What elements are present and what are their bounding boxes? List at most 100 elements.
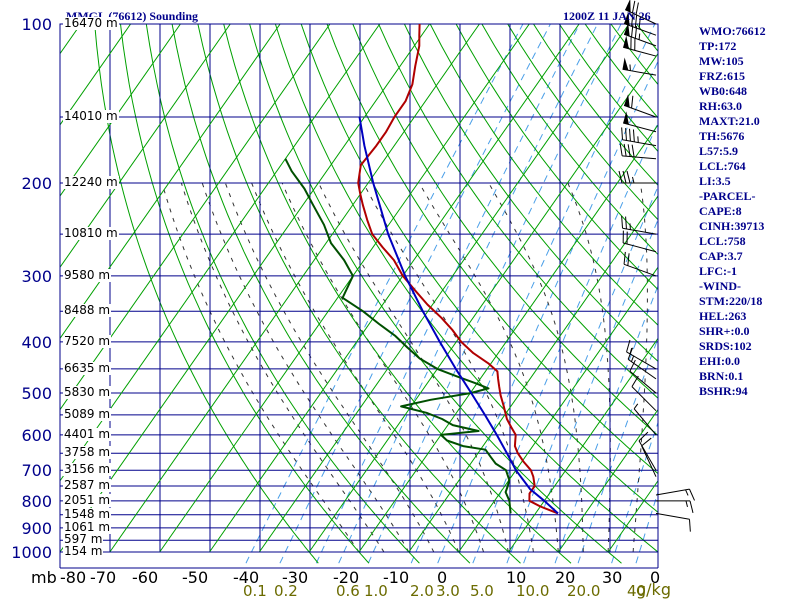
dry-adiabat	[171, 24, 471, 564]
temperature-tick-label: -10	[383, 568, 410, 587]
wind-barb	[629, 359, 657, 394]
index-value: L57:5.9	[699, 144, 738, 158]
wind-barb	[627, 347, 657, 380]
wind-barb	[621, 127, 657, 147]
dry-adiabat	[94, 24, 319, 564]
index-value: RH:63.0	[699, 99, 742, 113]
height-label: 12240 m	[63, 174, 119, 189]
dry-adiabat	[455, 24, 658, 291]
isotherm	[408, 195, 658, 553]
index-value: SRDS:102	[699, 339, 752, 353]
mixing-ratio-label: 40	[627, 582, 647, 600]
mixing-ratio-label: 3.0	[436, 582, 460, 600]
index-value: SHR+:0.0	[699, 324, 750, 338]
moist-adiabat	[251, 182, 460, 553]
index-value: CINH:39713	[699, 219, 765, 233]
pressure-tick-label: 400	[21, 332, 52, 352]
dry-adiabat	[403, 24, 658, 363]
mixing-ratio-label: 0.2	[274, 582, 298, 600]
temperature-tick-label: 20	[555, 568, 576, 587]
wind-barb	[621, 215, 657, 235]
wind-barb	[619, 143, 657, 160]
isotherm	[60, 24, 281, 340]
mixing-ratio-line	[611, 421, 658, 564]
index-value: FRZ:615	[699, 69, 745, 83]
isotherm	[60, 24, 181, 197]
dry-adiabat	[766, 24, 800, 563]
wind-barb	[656, 500, 694, 513]
mixing-ratio-line	[279, 24, 551, 564]
index-value: LI:3.5	[699, 174, 731, 188]
plot-frame	[59, 23, 659, 569]
isotherm	[508, 337, 658, 553]
wind-barb	[623, 251, 657, 277]
temperature-tick-label: -80	[60, 568, 87, 587]
index-value: CAPE:8	[699, 204, 742, 218]
temperature-tick-label: 30	[602, 568, 623, 587]
height-label: 2587 m	[63, 478, 112, 493]
index-value: -WIND-	[699, 279, 741, 293]
wind-barbs	[618, 0, 695, 532]
isotherm	[60, 24, 331, 411]
mixing-ratio-line	[577, 337, 658, 564]
temperature-tick-label: 10	[506, 568, 527, 587]
moist-adiabat	[657, 547, 658, 552]
height-label: 14010 m	[63, 108, 119, 123]
height-label: 1548 m	[63, 506, 112, 521]
sounding-indices: WMO:76612 TP:172 MW:105 FRZ:615 WB0:648 RH:63…	[699, 24, 766, 399]
temperature-tick-label: -50	[182, 568, 209, 587]
temperature-tick-label: -40	[233, 568, 260, 587]
pressure-tick-label: 900	[21, 518, 52, 538]
dry-adiabat	[584, 24, 658, 119]
mixing-ratio-line	[554, 284, 658, 564]
index-value: CAP:3.7	[699, 249, 743, 263]
moist-adiabat	[632, 182, 648, 553]
height-label: 7520 m	[63, 333, 112, 348]
index-value: STM:220/18	[699, 294, 763, 308]
wind-barb	[655, 488, 695, 501]
sounding-time: 1200Z 11 JAN 26	[563, 9, 651, 23]
moist-adiabat	[318, 182, 509, 553]
isotherm	[60, 24, 431, 553]
height-label: 154 m	[63, 544, 104, 558]
index-value: LFC:-1	[699, 264, 737, 278]
isotherm	[308, 52, 658, 553]
dry-adiabat	[326, 24, 658, 475]
mixing-ratio-label: 1.0	[364, 582, 388, 600]
index-value: -PARCEL-	[699, 189, 756, 203]
height-label: 8488 m	[63, 303, 112, 318]
temperature-tick-label: -70	[90, 568, 117, 587]
pressure-tick-label: 500	[21, 384, 52, 404]
wind-barb	[623, 12, 657, 36]
index-value: TP:172	[699, 39, 737, 53]
height-label: 16470 m	[63, 16, 119, 30]
profile-lines	[284, 24, 559, 515]
temperature-tick-label: 0	[650, 568, 661, 587]
moist-adiabat	[567, 182, 611, 552]
parcel-line	[358, 116, 559, 515]
height-label: 2051 m	[63, 492, 112, 507]
moist-adiabat	[418, 182, 559, 553]
isotherm	[557, 408, 658, 553]
height-label: 3758 m	[63, 445, 112, 460]
height-label: 9580 m	[63, 267, 112, 282]
temperature-tick-label: -60	[132, 568, 159, 587]
height-label: 6635 m	[63, 360, 112, 375]
index-value: MAXT:21.0	[699, 114, 760, 128]
height-label: 10810 m	[63, 226, 119, 241]
dry-adiabat	[481, 24, 658, 256]
mixing-ratio-line	[635, 490, 658, 564]
wind-barb	[623, 35, 657, 57]
mixing-ratio-unit-label: g/kg	[636, 580, 671, 599]
index-value: BRN:0.1	[699, 369, 744, 383]
isotherms	[60, 24, 658, 553]
index-value: HEL:263	[699, 309, 747, 323]
dry-adiabat	[145, 24, 420, 564]
height-label: 4401 m	[63, 426, 112, 441]
index-value: TH:5676	[699, 129, 745, 143]
dry-adiabat	[300, 24, 658, 513]
pressure-tick-label: 800	[21, 491, 52, 511]
dry-adiabat	[197, 24, 521, 564]
pressure-tick-label: 700	[21, 461, 52, 481]
